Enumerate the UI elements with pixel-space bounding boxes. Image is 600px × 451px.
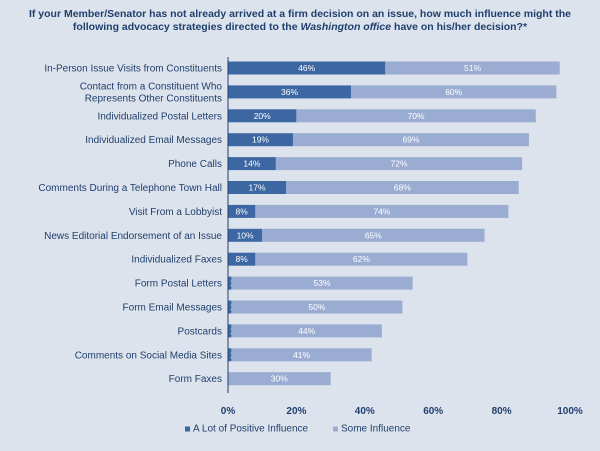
value-label-some: 30%	[271, 374, 288, 384]
category-label: Postcards	[178, 326, 222, 337]
bar-some-influence	[296, 109, 536, 123]
bar-some-influence	[228, 372, 331, 386]
category-label: Form Faxes	[169, 374, 222, 385]
category-label: Form Postal Letters	[135, 279, 222, 290]
value-label-positive: 8%	[236, 254, 249, 264]
value-label-positive: 17%	[249, 183, 266, 193]
value-label-some: 68%	[394, 183, 411, 193]
category-label: Individualized Email Messages	[85, 135, 222, 146]
value-label-some: 44%	[298, 326, 315, 336]
value-label-positive: 46%	[298, 63, 315, 73]
chart-title-part-2: have on his/her decision?*	[391, 21, 528, 33]
value-label-some: 41%	[293, 350, 310, 360]
bar-positive-influence	[228, 85, 352, 99]
bar-positive-influence	[228, 157, 276, 171]
category-label: Individualized Postal Letters	[97, 111, 222, 122]
value-label-positive: 14%	[243, 159, 260, 169]
bar-some-influence	[231, 300, 403, 314]
bar-some-influence	[292, 133, 529, 147]
bar-positive-influence	[228, 204, 256, 218]
x-tick-label: 0%	[221, 406, 236, 417]
value-label-some: 65%	[365, 230, 382, 240]
value-label-some: 74%	[373, 206, 390, 216]
bar-positive-influence	[228, 133, 293, 147]
bar-some-influence	[286, 181, 519, 194]
bar-positive-influence	[228, 181, 287, 194]
bar-some-influence	[231, 324, 382, 338]
value-label-some: 51%	[464, 63, 481, 73]
category-label: Individualized Faxes	[131, 255, 222, 266]
category-label: News Editorial Endorsement of an Issue	[44, 231, 222, 242]
x-tick-label: 20%	[286, 406, 306, 417]
category-label: In-Person Issue Visits from Constituents	[44, 64, 222, 75]
bar-positive-influence	[228, 228, 263, 242]
bar-positive-influence	[228, 324, 232, 338]
bar-positive-influence	[228, 276, 232, 290]
legend-swatch	[185, 426, 190, 432]
x-tick-label: 80%	[492, 406, 512, 417]
legend-swatch	[333, 426, 338, 432]
category-label: Form Email Messages	[123, 303, 222, 314]
value-label-some: 69%	[402, 135, 419, 145]
bar-some-influence	[262, 228, 485, 242]
bar-some-influence	[385, 61, 560, 75]
bar-positive-influence	[228, 252, 256, 266]
category-label: Contact from a Constituent Who Represents…	[80, 81, 223, 104]
category-label: Phone Calls	[168, 159, 222, 170]
bar-some-influence	[351, 85, 557, 99]
bar-positive-influence	[228, 61, 386, 75]
chart-title-emphasis: Washington office	[300, 21, 392, 33]
x-tick-label: 60%	[423, 406, 443, 417]
bar-some-influence	[231, 276, 413, 290]
value-label-some: 60%	[445, 87, 462, 97]
value-label-some: 50%	[308, 302, 325, 312]
bar-positive-influence	[228, 109, 297, 123]
category-label: Visit From a Lobbyist	[129, 207, 222, 218]
value-label-positive: 8%	[236, 206, 249, 216]
value-label-some: 53%	[314, 278, 331, 288]
value-label-some: 70%	[408, 111, 425, 121]
legend-label: Some Influence	[341, 424, 411, 435]
bar-positive-influence	[228, 300, 232, 314]
bar-some-influence	[231, 348, 372, 362]
value-label-some: 62%	[353, 254, 370, 264]
value-label-positive: 10%	[237, 230, 254, 240]
bar-some-influence	[255, 204, 509, 218]
value-label-positive: 20%	[254, 111, 271, 121]
x-tick-label: 100%	[557, 406, 583, 417]
chart-title: If your Member/Senator has not already a…	[20, 8, 580, 34]
bar-positive-influence	[228, 348, 232, 362]
x-tick-label: 40%	[355, 406, 375, 417]
value-label-positive: 36%	[281, 87, 298, 97]
chart-title-part-1: If your Member/Senator has not already a…	[28, 8, 572, 33]
legend-label: A Lot of Positive Influence	[193, 424, 309, 435]
value-label-positive: 19%	[252, 135, 269, 145]
category-label: Comments on Social Media Sites	[75, 350, 222, 361]
bar-some-influence	[255, 252, 468, 266]
category-label: Comments During a Telephone Town Hall	[38, 183, 222, 194]
bar-some-influence	[275, 157, 523, 171]
value-label-some: 72%	[390, 159, 407, 169]
